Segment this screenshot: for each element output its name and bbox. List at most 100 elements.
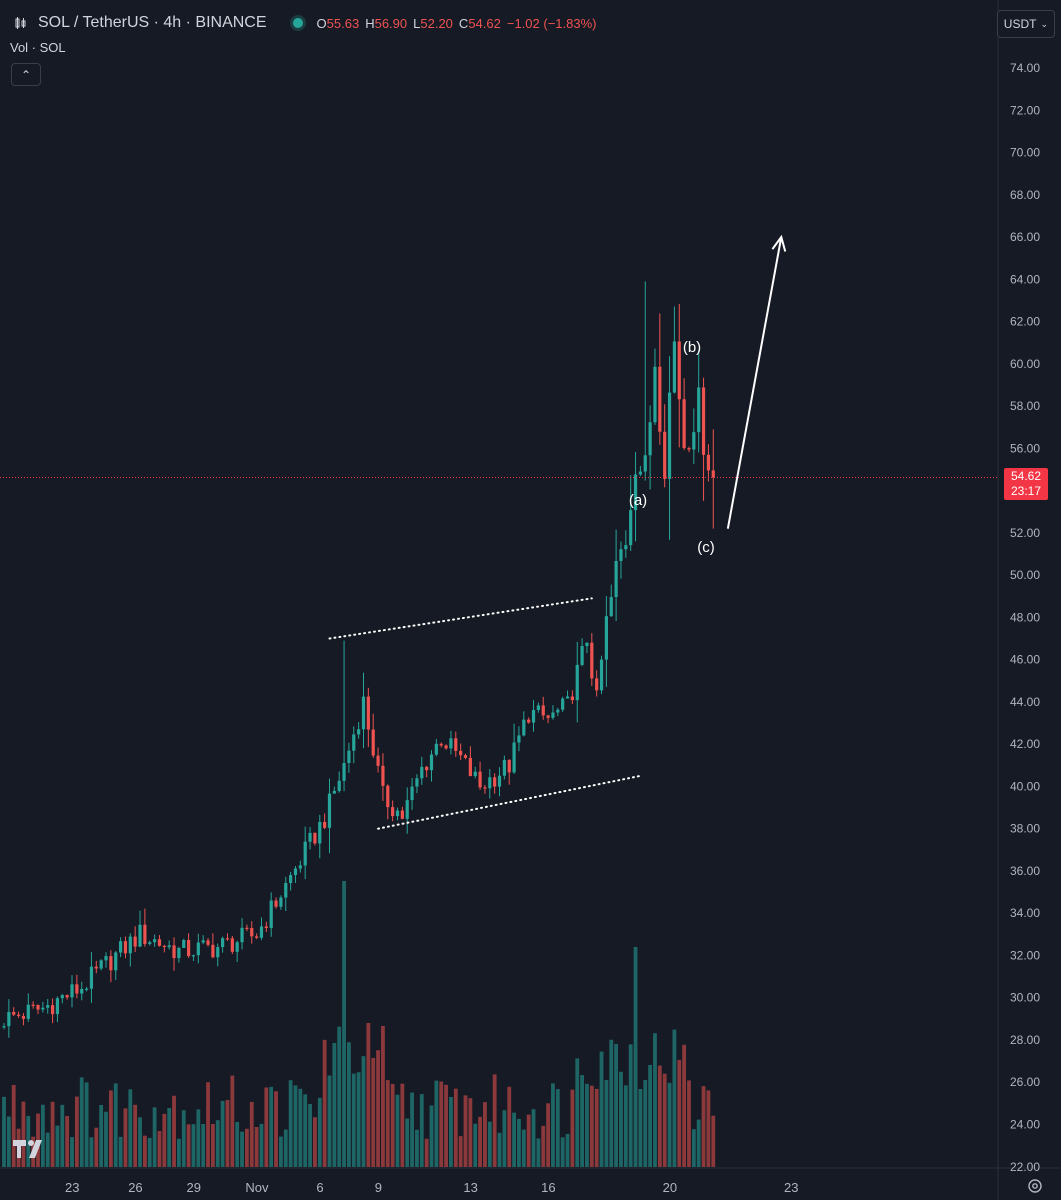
candle-body	[415, 778, 419, 787]
volume-bar	[104, 1111, 108, 1167]
candle-body	[172, 945, 176, 959]
time-tick-label: 13	[463, 1180, 477, 1195]
candle-body	[230, 938, 234, 952]
currency-label: USDT	[1003, 17, 1037, 31]
volume-bar	[196, 1109, 201, 1167]
volume-indicator-label[interactable]: Vol · SOL	[10, 40, 66, 55]
volume-bar	[662, 1073, 667, 1167]
volume-bar	[176, 1138, 181, 1167]
high-value: 56.90	[374, 15, 408, 31]
candle-body	[26, 1004, 30, 1019]
candle-body	[434, 743, 438, 755]
volume-bar	[113, 1083, 118, 1167]
candle-body	[70, 984, 74, 998]
volume-bar	[390, 1083, 395, 1167]
candle-body	[143, 924, 147, 944]
volume-bar	[308, 1104, 312, 1167]
candle-body	[167, 945, 171, 948]
candle-body	[148, 942, 152, 944]
candle-body	[31, 1004, 35, 1006]
volume-bar	[415, 1129, 419, 1167]
candle-body	[527, 719, 531, 723]
candle-body	[614, 560, 618, 598]
candle-body	[604, 616, 608, 660]
candle-body	[697, 387, 701, 433]
volume-bar	[322, 1039, 327, 1167]
ohlc-readout: O55.63 H56.90 L52.20 C54.62 −1.02 (−1.83%)	[317, 16, 597, 31]
candle-body	[84, 988, 89, 990]
price-tick-label: 46.00	[1010, 653, 1040, 667]
projection-arrow	[726, 236, 783, 529]
change-value: −1.02 (−1.83%)	[506, 15, 597, 31]
candle-body	[274, 900, 278, 907]
tradingview-logo-icon[interactable]	[12, 1138, 46, 1160]
collapse-indicators-button[interactable]: ⌃	[11, 63, 41, 86]
candle-body	[507, 759, 511, 773]
candle-body	[221, 938, 225, 948]
price-tick-label: 58.00	[1010, 399, 1040, 413]
candle-body	[473, 771, 477, 777]
candle-body	[551, 712, 555, 718]
volume-bar	[45, 1132, 50, 1167]
volume-bar	[424, 1138, 429, 1167]
volume-bar	[444, 1084, 448, 1167]
chart-type-icon[interactable]	[10, 14, 32, 32]
wave-label-a: (a)	[629, 492, 647, 509]
symbol-title[interactable]: SOL / TetherUS · 4h · BINANCE	[38, 14, 267, 31]
candle-body	[50, 1005, 55, 1015]
candle-body	[16, 1014, 21, 1016]
price-tick-label: 26.00	[1010, 1075, 1040, 1089]
volume-bar	[551, 1083, 555, 1167]
volume-bar	[201, 1124, 206, 1167]
volume-bar	[317, 1097, 322, 1167]
candle-body	[255, 936, 259, 938]
volume-bar	[502, 1110, 507, 1167]
candle-body	[692, 432, 696, 450]
candle-body	[284, 883, 288, 898]
volume-bar	[70, 1137, 74, 1167]
chevron-up-icon: ⌃	[20, 67, 32, 82]
volume-bar	[245, 1128, 249, 1167]
candle-body	[463, 755, 468, 758]
time-tick-label: 23	[784, 1180, 798, 1195]
volume-bar	[604, 1080, 609, 1167]
market-status-dot	[292, 18, 303, 28]
volume-bar	[206, 1082, 210, 1167]
candle-body	[391, 807, 395, 817]
candle-body	[400, 810, 404, 819]
price-tick-label: 64.00	[1010, 272, 1040, 286]
volume-bar	[643, 1080, 648, 1167]
volume-bar	[313, 1117, 317, 1167]
currency-button[interactable]: USDT ⌄	[996, 10, 1055, 38]
price-tick-label: 34.00	[1010, 906, 1040, 920]
volume-bar	[249, 1101, 254, 1167]
volume-bar	[337, 1026, 342, 1167]
candle-body	[182, 939, 186, 948]
candle-body	[352, 734, 356, 751]
volume-bar	[434, 1080, 439, 1167]
volume-bar	[264, 1087, 269, 1167]
candle-body	[677, 341, 681, 400]
volume-bar	[517, 1118, 521, 1167]
volume-bar	[162, 1113, 167, 1167]
candle-body	[12, 1011, 16, 1015]
candle-body	[187, 939, 191, 957]
price-tick-label: 72.00	[1010, 103, 1040, 117]
candle-body	[36, 1005, 40, 1010]
volume-bar	[468, 1098, 473, 1167]
candle-body	[619, 549, 623, 561]
candle-body	[332, 790, 336, 794]
volume-bar	[429, 1105, 434, 1167]
volume-bar	[419, 1094, 424, 1167]
last-price-value: 54.62	[1010, 469, 1042, 483]
volume-bar	[439, 1081, 444, 1167]
volume-bar	[21, 1101, 26, 1167]
volume-bar	[687, 1080, 691, 1167]
candle-body	[444, 745, 448, 749]
volume-bar	[327, 1075, 332, 1167]
volume-bar	[623, 1085, 628, 1167]
wave-label-c: (c)	[697, 539, 715, 556]
volume-bar	[594, 1088, 599, 1167]
settings-icon[interactable]	[1027, 1178, 1043, 1194]
